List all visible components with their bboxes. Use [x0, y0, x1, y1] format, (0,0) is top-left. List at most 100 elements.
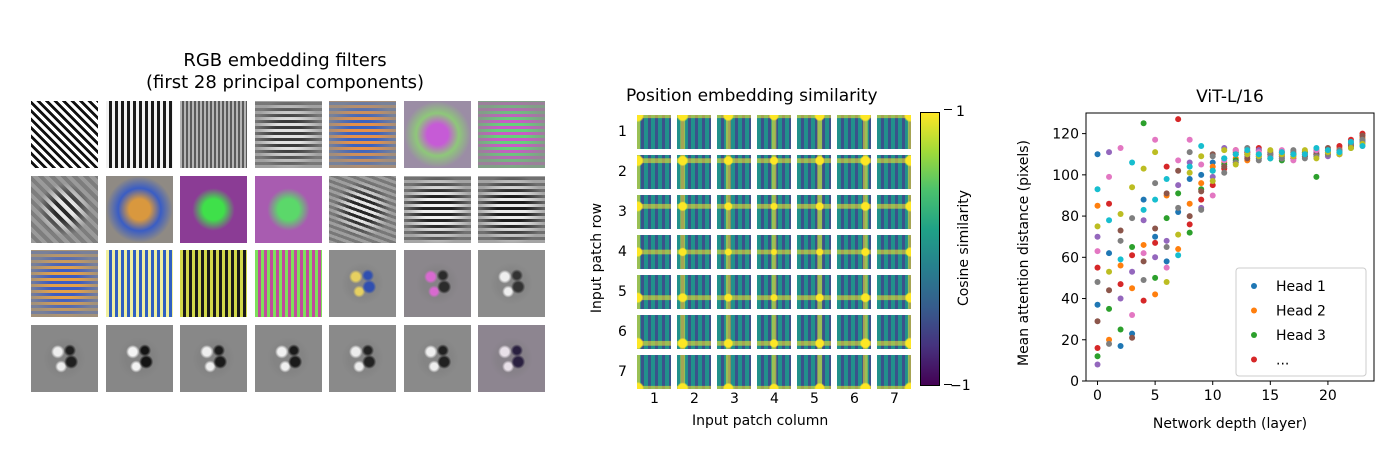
column-label-3: 3 [730, 391, 739, 407]
data-point [1152, 274, 1159, 281]
x-tick-label: 5 [1151, 388, 1160, 404]
data-point [1152, 254, 1159, 261]
data-point [1106, 200, 1113, 207]
data-point [1186, 229, 1193, 236]
data-point [1117, 342, 1124, 349]
similarity-cell [637, 275, 671, 309]
data-point [1140, 276, 1147, 283]
data-point [1106, 250, 1113, 257]
position-embedding-panel: Position embedding similarity Input patc… [560, 0, 980, 460]
data-point [1140, 206, 1147, 213]
data-point [1232, 147, 1239, 154]
filters-title-line2: (first 28 principal components) [145, 72, 425, 93]
similarity-cell [757, 315, 791, 349]
data-point [1198, 142, 1205, 149]
data-point [1163, 190, 1170, 197]
similarity-cell [797, 275, 831, 309]
data-point [1278, 155, 1285, 162]
chart-points [1094, 116, 1366, 368]
similarity-cell [677, 315, 711, 349]
data-point [1152, 149, 1159, 156]
data-point [1244, 155, 1251, 162]
data-point [1359, 142, 1366, 149]
similarity-cell [717, 115, 751, 149]
similarity-cell [677, 195, 711, 229]
filter-18 [254, 250, 322, 317]
colorbar-label: Cosine similarity [956, 189, 973, 307]
data-point [1163, 215, 1170, 222]
legend-label: Head 2 [1276, 304, 1326, 320]
colorbar-min-label: −1 [950, 378, 971, 394]
data-point [1209, 178, 1216, 185]
plot-frame [1085, 112, 1375, 382]
data-point [1175, 231, 1182, 238]
colorbar [920, 112, 940, 386]
filter-2 [105, 101, 173, 168]
column-label-4: 4 [770, 391, 779, 407]
data-point [1152, 239, 1159, 246]
rgb-filters-panel: RGB embedding filters (first 28 principa… [0, 0, 560, 460]
data-point [1301, 151, 1308, 158]
data-point [1117, 227, 1124, 234]
data-point [1094, 345, 1101, 352]
data-point [1117, 281, 1124, 288]
filter-10 [180, 175, 247, 243]
data-point [1140, 297, 1147, 304]
data-point [1313, 173, 1320, 180]
colorbar-max-label: 1 [956, 104, 965, 120]
data-point [1140, 165, 1147, 172]
colorbar-tick-top [944, 109, 952, 110]
similarity-cell [877, 275, 911, 309]
data-point [1301, 147, 1308, 154]
data-point [1198, 161, 1205, 168]
similarity-cell [717, 275, 751, 309]
data-point [1163, 163, 1170, 170]
similarity-cell [837, 275, 871, 309]
data-point [1129, 215, 1136, 222]
data-point [1152, 196, 1159, 203]
similarity-cell [757, 235, 791, 269]
chart-title: ViT-L/16 [1196, 87, 1264, 107]
data-point [1232, 151, 1239, 158]
similarity-cell [797, 235, 831, 269]
data-point [1267, 151, 1274, 158]
data-point [1198, 180, 1205, 187]
data-point [1175, 182, 1182, 189]
similarity-cell [797, 355, 831, 389]
data-point [1163, 244, 1170, 250]
legend-marker [1251, 307, 1257, 314]
filter-16 [105, 250, 173, 317]
data-point [1094, 361, 1101, 368]
data-point [1186, 200, 1193, 207]
filters-title: RGB embedding filters (first 28 principa… [0, 50, 570, 94]
legend-marker [1251, 283, 1257, 289]
filter-28 [478, 324, 545, 392]
filter-3 [180, 101, 247, 168]
similarity-cell [757, 355, 791, 389]
similarity-cell [637, 355, 671, 389]
data-point [1175, 246, 1182, 253]
filter-5 [329, 101, 396, 168]
filter-25 [254, 324, 322, 392]
data-point [1094, 223, 1101, 230]
data-point [1209, 182, 1216, 189]
y-tick-label: 20 [1061, 333, 1079, 349]
similarity-cell [837, 195, 871, 229]
data-point [1094, 233, 1101, 240]
data-point [1175, 167, 1182, 174]
row-label-1: 1 [618, 124, 627, 140]
column-label-5: 5 [810, 391, 819, 407]
data-point [1359, 132, 1366, 139]
row-label-7: 7 [618, 364, 627, 380]
data-point [1129, 285, 1136, 292]
data-point [1255, 157, 1262, 164]
data-point [1244, 151, 1251, 158]
similarity-cell [637, 235, 671, 269]
similarity-cell [677, 275, 711, 309]
similarity-cell [677, 115, 711, 149]
column-label-7: 7 [890, 391, 899, 407]
data-point [1140, 217, 1147, 224]
data-point [1198, 206, 1205, 213]
data-point [1221, 147, 1228, 154]
data-point [1267, 147, 1274, 154]
